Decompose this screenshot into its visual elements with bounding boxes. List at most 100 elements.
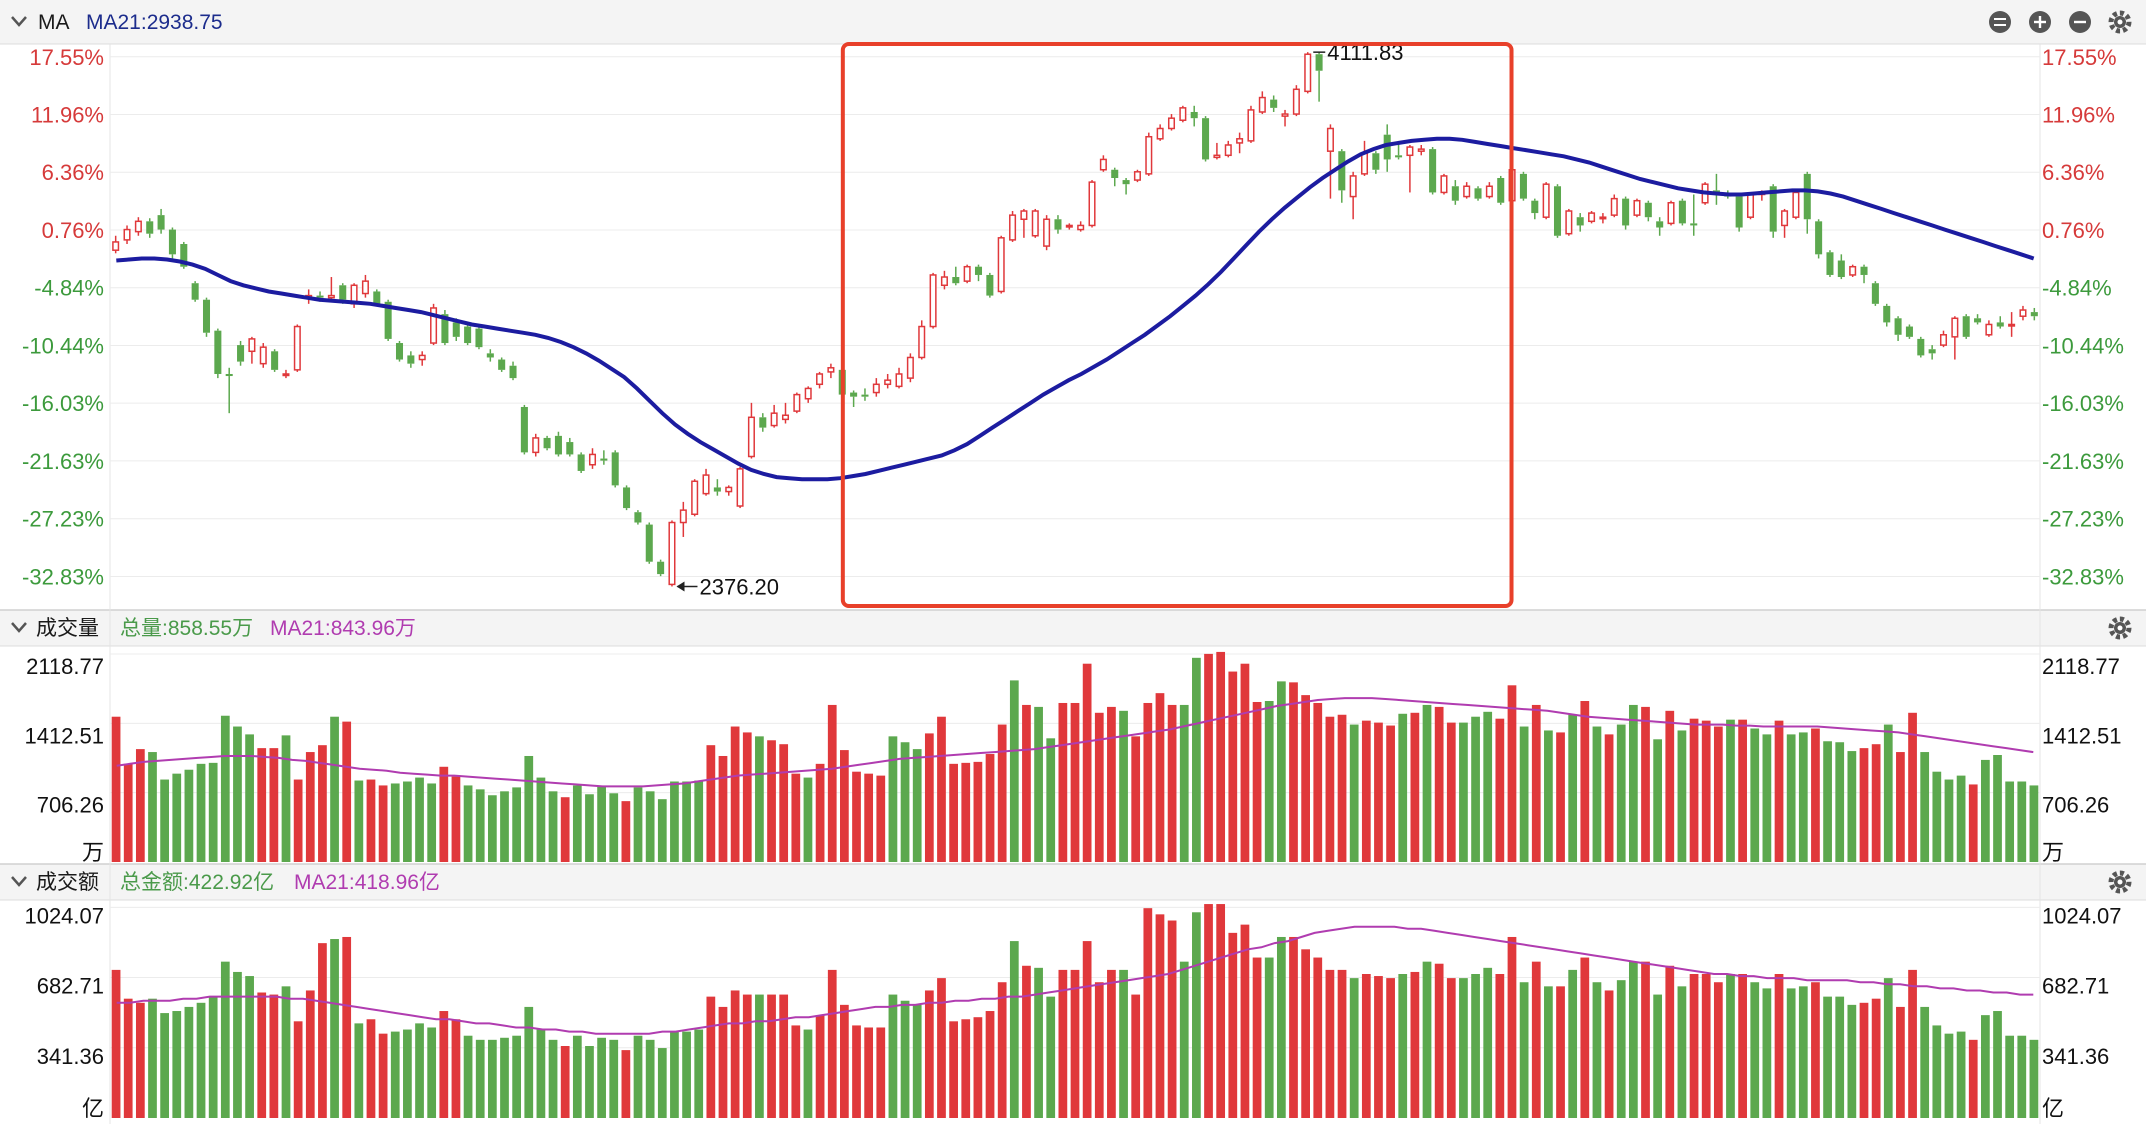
low-label: 2376.20 bbox=[699, 574, 779, 599]
turnover-bar bbox=[451, 1019, 461, 1118]
candlestick bbox=[441, 310, 449, 346]
turnover-bar bbox=[1276, 936, 1286, 1118]
turnover-bar bbox=[1240, 924, 1250, 1118]
candlestick bbox=[1349, 171, 1357, 220]
volume-axis-left: 2118.77 1412.51 706.26 万 bbox=[24, 654, 104, 865]
volume-bar bbox=[670, 781, 679, 862]
candlestick bbox=[407, 351, 415, 368]
turnover-bar bbox=[439, 1011, 449, 1118]
turnover-bar bbox=[973, 1017, 983, 1118]
plus-circle-icon[interactable] bbox=[2029, 11, 2051, 33]
gear-icon[interactable] bbox=[2108, 10, 2132, 34]
price-tick-label-right: 6.36% bbox=[2042, 160, 2104, 185]
volume-bar bbox=[1811, 728, 1820, 862]
turnover-bar bbox=[1264, 957, 1274, 1118]
turnover-bar bbox=[1798, 986, 1808, 1118]
volume-bar bbox=[1082, 663, 1092, 862]
volume-bar bbox=[1531, 704, 1541, 862]
candlestick bbox=[1451, 180, 1459, 205]
chevron-down-icon[interactable] bbox=[11, 16, 27, 27]
turnover-bar bbox=[1034, 967, 1043, 1118]
turnover-bar bbox=[633, 1035, 643, 1118]
candlestick bbox=[804, 386, 812, 403]
candlestick bbox=[1440, 173, 1448, 195]
volume-bar bbox=[1786, 734, 1796, 862]
volume-bar bbox=[888, 736, 898, 862]
volume-bar bbox=[597, 786, 606, 862]
volume-bar bbox=[1944, 779, 1954, 862]
turnover-bar bbox=[1993, 1011, 2002, 1118]
turnover-bar bbox=[1446, 978, 1456, 1118]
chevron-down-icon[interactable] bbox=[11, 876, 27, 887]
turnover-bar bbox=[1871, 998, 1881, 1118]
volume-bar bbox=[1932, 771, 1942, 862]
candlestick bbox=[520, 404, 528, 455]
remove-circle-icon[interactable] bbox=[2069, 11, 2091, 33]
candlestick bbox=[1678, 198, 1686, 226]
candlestick bbox=[1236, 132, 1244, 154]
turnover-bar bbox=[1434, 963, 1444, 1118]
candlestick bbox=[918, 320, 926, 360]
volume-bar bbox=[791, 773, 801, 862]
candlestick bbox=[668, 520, 676, 587]
turnover-tick-label-left: 682.71 bbox=[37, 974, 104, 999]
volume-unit-label-right: 万 bbox=[2042, 840, 2064, 865]
volume-bar bbox=[1774, 720, 1784, 862]
turnover-bar bbox=[730, 990, 740, 1118]
candlestick bbox=[168, 227, 176, 259]
volume-bar bbox=[257, 748, 267, 862]
candlestick bbox=[2019, 305, 2027, 321]
candlestick bbox=[861, 388, 869, 401]
candlestick bbox=[543, 435, 551, 451]
candlestick bbox=[1463, 182, 1471, 199]
candlestick bbox=[464, 324, 472, 346]
volume-bar bbox=[1859, 748, 1869, 862]
turnover-bar bbox=[912, 1004, 922, 1118]
turnover-bar bbox=[645, 1039, 655, 1118]
gear-icon[interactable] bbox=[2108, 870, 2132, 894]
candlestick bbox=[1395, 142, 1403, 160]
turnover-bar bbox=[220, 961, 230, 1118]
turnover-bar bbox=[985, 1011, 995, 1118]
turnover-bar bbox=[487, 1039, 497, 1118]
candlestick bbox=[1565, 208, 1573, 236]
price-tick-label-left: 17.55% bbox=[29, 45, 104, 70]
volume-tick-label-left: 2118.77 bbox=[26, 654, 104, 679]
turnover-bar bbox=[585, 1046, 594, 1118]
candlestick bbox=[1474, 186, 1482, 201]
volume-bar bbox=[755, 736, 764, 862]
volume-bar bbox=[840, 750, 849, 862]
candlestick bbox=[1043, 215, 1051, 251]
turnover-bar bbox=[512, 1035, 522, 1118]
turnover-ma-value: MA21:418.96亿 bbox=[294, 871, 440, 894]
volume-bar bbox=[876, 775, 886, 862]
candlestick bbox=[134, 217, 142, 236]
turnover-bar bbox=[1483, 967, 1493, 1118]
volume-bar bbox=[1592, 726, 1602, 862]
gear-icon[interactable] bbox=[2108, 616, 2132, 640]
turnover-bar bbox=[1070, 969, 1080, 1118]
candlestick bbox=[1281, 109, 1289, 127]
volume-bar bbox=[366, 779, 376, 862]
candlestick bbox=[1610, 194, 1618, 218]
volume-bar bbox=[1446, 722, 1456, 862]
volume-bar bbox=[1653, 739, 1663, 862]
volume-bar bbox=[767, 740, 776, 862]
candlestick bbox=[600, 450, 608, 465]
turnover-bar bbox=[536, 1029, 546, 1118]
chevron-down-icon[interactable] bbox=[11, 622, 27, 633]
candlestick bbox=[1031, 208, 1039, 238]
candlestick bbox=[1202, 116, 1210, 162]
turnover-bar bbox=[682, 1031, 691, 1118]
candlestick bbox=[1815, 219, 1823, 259]
candlestick bbox=[1270, 95, 1278, 112]
candlestick bbox=[1247, 105, 1255, 143]
candlestick bbox=[1690, 194, 1698, 236]
candlestick bbox=[1905, 324, 1913, 339]
minus-circle-icon[interactable] bbox=[1989, 11, 2011, 33]
turnover-panel-label: 成交额 bbox=[36, 871, 99, 894]
volume-bar bbox=[1301, 695, 1310, 862]
turnover-bar bbox=[937, 978, 946, 1118]
price-ma21-line bbox=[116, 136, 2035, 482]
